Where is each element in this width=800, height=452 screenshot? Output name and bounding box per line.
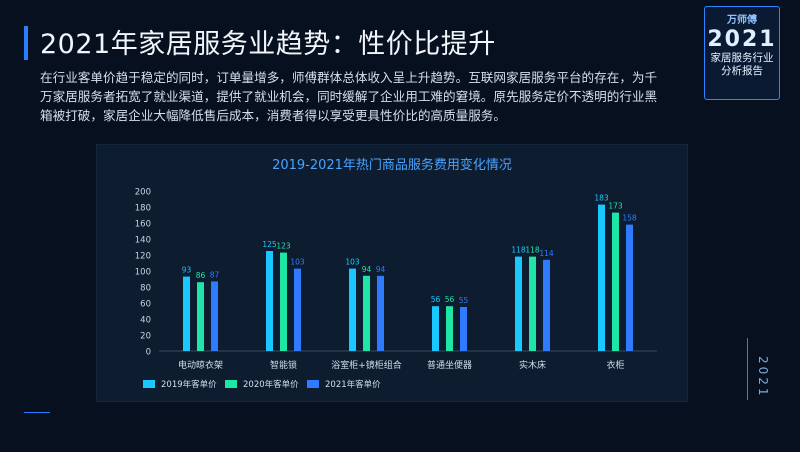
chart-panel: 2019-2021年热门商品服务费用变化情况 0 20 40 60 80 100 120 14… xyxy=(96,144,688,402)
y-tick-label: 20 xyxy=(140,332,151,342)
legend-label: 2020年客单价 xyxy=(243,379,299,390)
intro-paragraph: 在行业客单价趋于稳定的同时，订单量增多，师傅群体总体收入呈上升趋势。互联网家居服… xyxy=(40,70,658,123)
legend-label: 2021年客单价 xyxy=(325,379,381,390)
y-tick-label: 200 xyxy=(135,188,151,198)
bar-1 xyxy=(266,251,273,351)
bar-value-label: 86 xyxy=(196,271,206,280)
bar-1 xyxy=(598,204,605,351)
bar-value-label: 93 xyxy=(182,266,192,275)
legend-swatch xyxy=(307,380,319,388)
bar-2 xyxy=(280,252,287,351)
x-tick-label: 浴室柜+镜柜组合 xyxy=(331,359,402,371)
bar-2 xyxy=(529,256,536,351)
y-tick-label: 80 xyxy=(140,284,151,294)
x-tick-label: 实木床 xyxy=(519,359,546,371)
x-tick-label: 普通坐便器 xyxy=(427,359,472,371)
y-tick-label: 120 xyxy=(135,252,151,262)
y-tick-label: 140 xyxy=(135,236,151,246)
bar-value-label: 87 xyxy=(210,270,220,279)
bar-2 xyxy=(612,212,619,351)
bar-value-label: 118 xyxy=(511,246,526,255)
bar-3 xyxy=(626,224,633,351)
y-tick-label: 160 xyxy=(135,220,151,230)
bar-value-label: 173 xyxy=(608,202,623,211)
bar-chart: 2019-2021年热门商品服务费用变化情况 0 20 40 60 80 100 120 14… xyxy=(135,157,657,390)
bar-value-label: 103 xyxy=(345,258,360,267)
legend-swatch xyxy=(143,380,155,388)
side-year-label: 2021 xyxy=(756,356,770,399)
bar-value-label: 103 xyxy=(290,258,305,267)
bar-3 xyxy=(294,268,301,351)
bar-value-label: 183 xyxy=(594,194,609,203)
legend-label: 2019年客单价 xyxy=(161,379,217,390)
brand-logo: 万师傅 xyxy=(727,15,757,26)
bar-1 xyxy=(515,256,522,351)
report-badge: 万师傅 2021 家居服务行业 分析报告 xyxy=(704,6,780,100)
bar-2 xyxy=(446,306,453,351)
bar-value-label: 55 xyxy=(459,296,469,305)
y-tick-label: 40 xyxy=(140,316,151,326)
bar-value-label: 56 xyxy=(445,295,455,304)
bar-value-label: 94 xyxy=(376,265,386,274)
bar-value-label: 123 xyxy=(276,242,291,251)
badge-line-1: 家居服务行业 xyxy=(710,52,774,64)
badge-year: 2021 xyxy=(707,27,777,52)
legend-swatch xyxy=(225,380,237,388)
y-tick-label: 100 xyxy=(135,268,151,278)
y-tick-label: 60 xyxy=(140,300,151,310)
side-divider xyxy=(747,338,748,400)
page-title: 2021年家居服务业趋势：性价比提升 xyxy=(40,29,496,60)
bar-2 xyxy=(197,282,204,351)
x-tick-label: 电动晾衣架 xyxy=(178,359,223,371)
bar-3 xyxy=(460,307,467,351)
bottom-accent-line xyxy=(24,412,50,413)
chart-title: 2019-2021年热门商品服务费用变化情况 xyxy=(272,157,512,173)
bar-1 xyxy=(349,268,356,351)
bar-value-label: 56 xyxy=(431,295,441,304)
x-tick-label: 智能锁 xyxy=(270,359,297,371)
bar-value-label: 94 xyxy=(362,265,372,274)
bar-value-label: 118 xyxy=(525,246,540,255)
x-tick-label: 衣柜 xyxy=(606,359,624,371)
y-tick-label: 180 xyxy=(135,204,151,214)
y-tick-label: 0 xyxy=(146,348,151,358)
bar-3 xyxy=(211,281,218,351)
bar-2 xyxy=(363,275,370,351)
title-accent-bar xyxy=(24,26,28,60)
bar-1 xyxy=(183,276,190,351)
bar-value-label: 158 xyxy=(622,214,637,223)
badge-line-2: 分析报告 xyxy=(721,65,763,77)
bar-3 xyxy=(377,275,384,351)
bar-1 xyxy=(432,306,439,351)
bar-3 xyxy=(543,259,550,351)
bar-value-label: 125 xyxy=(262,240,277,249)
bar-value-label: 114 xyxy=(539,249,554,258)
